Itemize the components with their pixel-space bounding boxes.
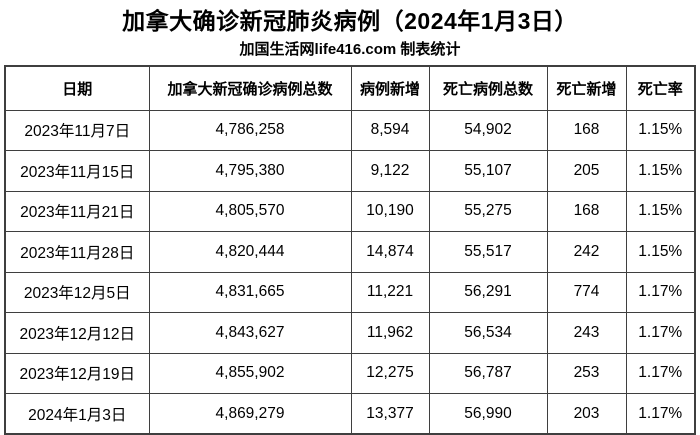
column-header: 加拿大新冠确诊病例总数 [148,65,352,111]
table-cell: 1.15% [625,231,696,273]
table-cell: 1.17% [625,312,696,354]
table-cell: 4,786,258 [148,109,352,151]
table-cell: 1.15% [625,109,696,151]
table-cell: 1.17% [625,393,696,435]
column-header: 死亡率 [625,65,696,111]
table-cell: 774 [546,271,627,313]
table-cell: 11,221 [350,271,430,313]
table-cell: 56,990 [428,393,548,435]
table-cell: 203 [546,393,627,435]
table-cell: 10,190 [350,190,430,232]
table-row: 2023年12月5日 4,831,665 11,221 56,291 774 1.17% [4,271,696,313]
table-cell: 168 [546,109,627,151]
table-cell: 56,534 [428,312,548,354]
table-cell: 2023年12月12日 [4,312,150,354]
table-cell: 55,275 [428,190,548,232]
table-cell: 11,962 [350,312,430,354]
table-cell: 2023年11月7日 [4,109,150,151]
table-cell: 8,594 [350,109,430,151]
table-row: 2023年11月28日 4,820,444 14,874 55,517 242 1.15% [4,231,696,273]
table-row: 2023年11月7日 4,786,258 8,594 54,902 168 1.15% [4,109,696,151]
table-cell: 13,377 [350,393,430,435]
table-header: 日期 加拿大新冠确诊病例总数 病例新增 死亡病例总数 死亡新增 死亡率 [4,65,696,111]
table-cell: 12,275 [350,352,430,394]
table-cell: 55,107 [428,150,548,192]
table-cell: 14,874 [350,231,430,273]
column-header: 病例新增 [350,65,430,111]
table-cell: 4,855,902 [148,352,352,394]
table-cell: 4,831,665 [148,271,352,313]
table-cell: 4,843,627 [148,312,352,354]
table-row: 2023年12月12日 4,843,627 11,962 56,534 243 1.17% [4,312,696,354]
table-row: 2023年11月15日 4,795,380 9,122 55,107 205 1.15% [4,150,696,192]
table-cell: 9,122 [350,150,430,192]
table-cell: 54,902 [428,109,548,151]
table-cell: 4,805,570 [148,190,352,232]
table-cell: 1.17% [625,352,696,394]
page-subtitle: 加国生活网life416.com 制表统计 [239,41,461,58]
table-cell: 4,869,279 [148,393,352,435]
table-cell: 55,517 [428,231,548,273]
covid-stats-table: 日期 加拿大新冠确诊病例总数 病例新增 死亡病例总数 死亡新增 死亡率 2023年11月7… [4,65,696,435]
table-row: 2024年1月3日 4,869,279 13,377 56,990 203 1.17% [4,393,696,435]
table-row: 2023年12月19日 4,855,902 12,275 56,787 253 1.17% [4,352,696,394]
table-cell: 253 [546,352,627,394]
table-cell: 56,787 [428,352,548,394]
table-row: 2023年11月21日 4,805,570 10,190 55,275 168 1.15% [4,190,696,232]
table-cell: 2023年11月28日 [4,231,150,273]
column-header: 死亡新增 [546,65,627,111]
table-cell: 4,820,444 [148,231,352,273]
table-cell: 4,795,380 [148,150,352,192]
table-cell: 243 [546,312,627,354]
table-cell: 168 [546,190,627,232]
table-cell: 2023年11月15日 [4,150,150,192]
table-cell: 242 [546,231,627,273]
column-header: 死亡病例总数 [428,65,548,111]
table-cell: 1.15% [625,190,696,232]
table-cell: 2023年11月21日 [4,190,150,232]
page-title: 加拿大确诊新冠肺炎病例（2024年1月3日） [122,8,578,34]
table-header-row: 日期 加拿大新冠确诊病例总数 病例新增 死亡病例总数 死亡新增 死亡率 [4,65,696,111]
column-header: 日期 [4,65,150,111]
table-cell: 2023年12月5日 [4,271,150,313]
table-cell: 2024年1月3日 [4,393,150,435]
table-cell: 1.17% [625,271,696,313]
table-cell: 205 [546,150,627,192]
table-cell: 56,291 [428,271,548,313]
table-cell: 2023年12月19日 [4,352,150,394]
table-body: 2023年11月7日 4,786,258 8,594 54,902 168 1.15% 20… [4,109,696,435]
table-cell: 1.15% [625,150,696,192]
